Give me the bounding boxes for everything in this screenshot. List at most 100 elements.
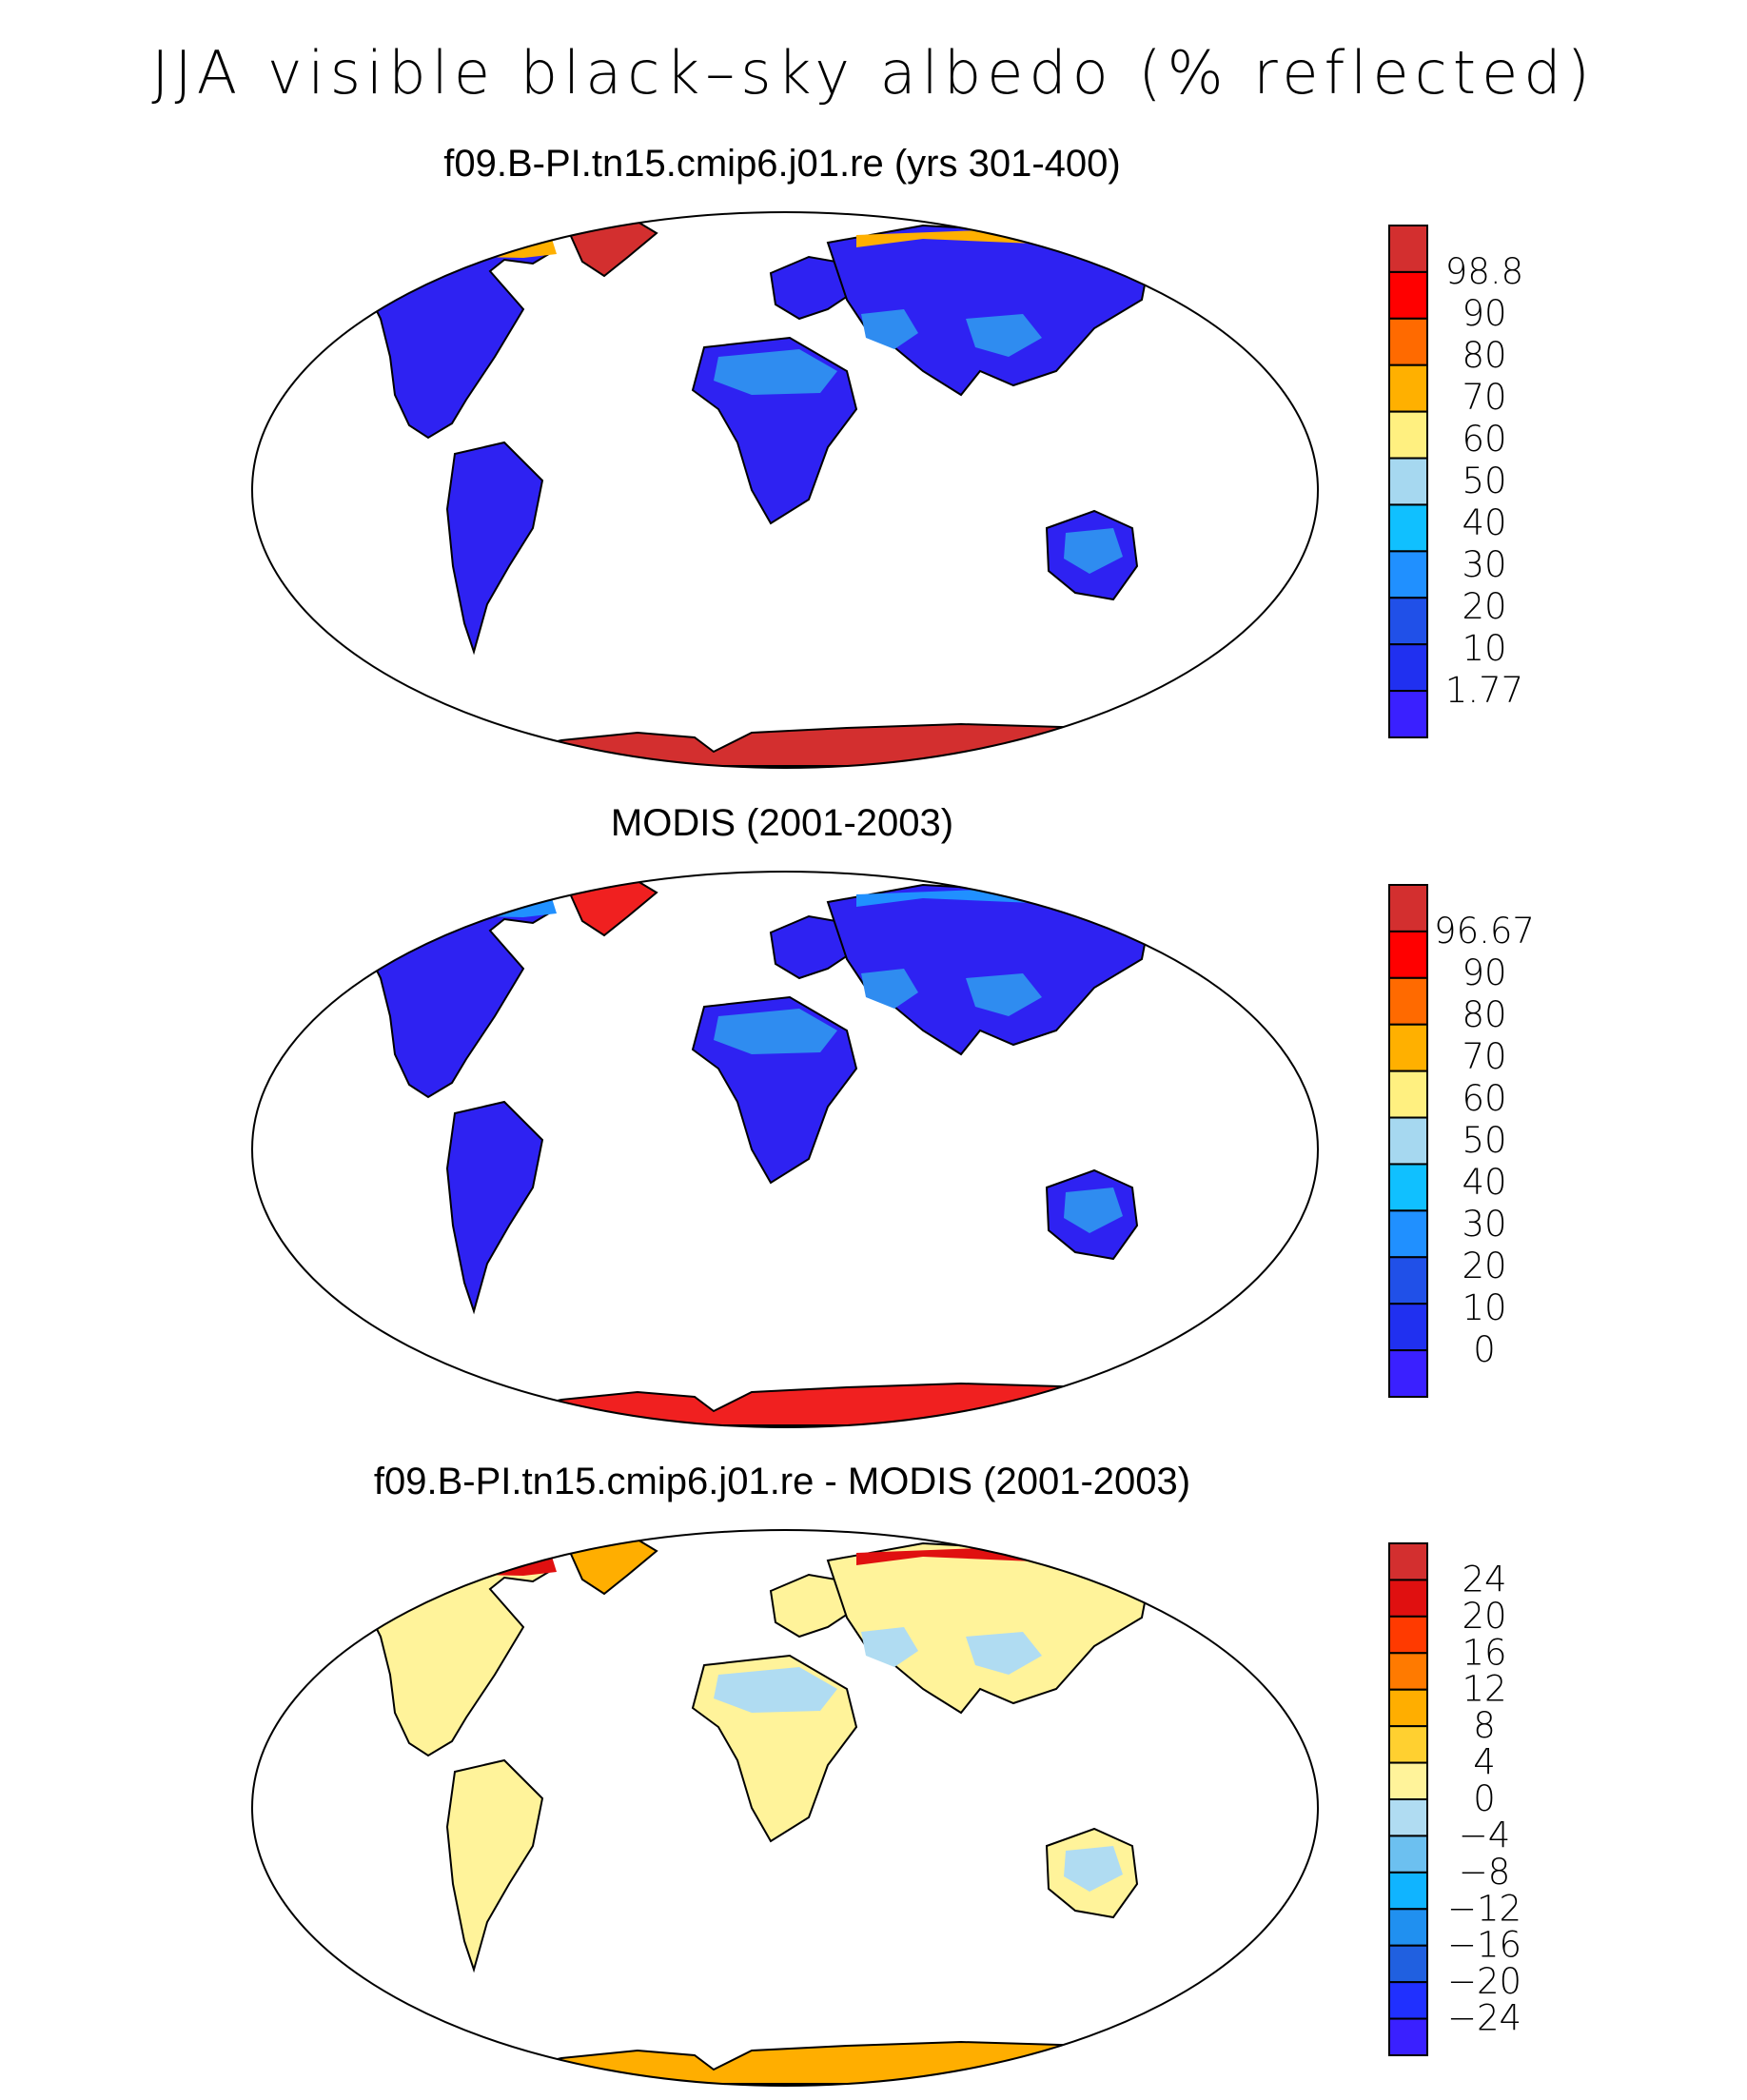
- colorbar-swatch: [1388, 1835, 1428, 1874]
- panel-title-diff: f09.B-PI.tn15.cmip6.j01.re - MODIS (2001…: [373, 1461, 1191, 1502]
- colorbar-tick-label: 20: [1462, 586, 1506, 627]
- map-diff: [251, 1529, 1319, 2087]
- colorbar-swatch: [1388, 1652, 1428, 1691]
- desert-region-1: [861, 1627, 918, 1667]
- colorbar-swatch: [1388, 1116, 1428, 1166]
- landmass-southAmerica: [445, 441, 544, 656]
- colorbar-swatch: [1388, 1163, 1428, 1212]
- landmass-europe: [769, 1573, 858, 1639]
- colorbar-tick-label: −20: [1447, 1961, 1521, 2002]
- colorbar-swatch: [1388, 270, 1428, 320]
- landmass-northAmerica: [360, 233, 555, 440]
- arctic-band-america: [457, 1557, 557, 1576]
- colorbar-swatch: [1388, 884, 1428, 932]
- landmass-europe: [769, 914, 858, 980]
- colorbar-swatch: [1388, 363, 1428, 413]
- colorbar-swatch: [1388, 1256, 1428, 1305]
- map-frame: [251, 1529, 1319, 2087]
- colorbar-swatch: [1388, 1209, 1428, 1259]
- landmass-northAmerica: [360, 1551, 555, 1757]
- colorbar-tick-label: 1.77: [1445, 670, 1523, 711]
- landmass-asia: [826, 224, 1153, 397]
- colorbar-swatch: [1388, 976, 1428, 1026]
- colorbar-tick-label: 40: [1462, 1162, 1506, 1203]
- colorbar-swatch: [1388, 1579, 1428, 1618]
- colorbar-swatch: [1388, 1542, 1428, 1581]
- colorbar-swatch: [1388, 550, 1428, 599]
- colorbar-swatch: [1388, 1871, 1428, 1911]
- colorbar-tick-label: 80: [1462, 335, 1506, 376]
- colorbar-tick-label: 70: [1462, 1036, 1506, 1077]
- landmass-northAmerica: [360, 893, 555, 1099]
- desert-region-0: [714, 1009, 837, 1054]
- colorbar-swatch: [1388, 1349, 1428, 1399]
- colorbar-tick-label: 80: [1462, 994, 1506, 1035]
- colorbar-tick-label: 90: [1462, 952, 1506, 993]
- colorbar-tick-label: 4: [1473, 1742, 1496, 1783]
- colorbar-tick-label: −24: [1447, 1998, 1521, 2039]
- colorbar-swatch: [1388, 1725, 1428, 1764]
- colorbar-tick-label: 70: [1462, 377, 1506, 418]
- landmass-greenland: [564, 220, 658, 278]
- map-model: [251, 211, 1319, 769]
- colorbar-tick-label: 50: [1462, 1120, 1506, 1161]
- colorbar-tick-label: 98.8: [1445, 251, 1523, 292]
- map-frame: [251, 871, 1319, 1428]
- colorbar-swatch: [1388, 1981, 1428, 2020]
- colorbar-swatch: [1388, 1023, 1428, 1072]
- landmass-greenland: [564, 879, 658, 937]
- colorbar-tick-label: 60: [1462, 1078, 1506, 1119]
- colorbar-swatch: [1388, 410, 1428, 460]
- colorbar-tick-label: 90: [1462, 293, 1506, 334]
- desert-region-3: [1064, 528, 1123, 574]
- desert-region-1: [861, 969, 918, 1009]
- desert-region-2: [966, 973, 1042, 1016]
- colorbar-swatch: [1388, 1798, 1428, 1837]
- landmass-asia: [826, 1541, 1153, 1715]
- colorbar-tick-label: 60: [1462, 419, 1506, 460]
- colorbar-tick-label: 20: [1462, 1596, 1506, 1637]
- colorbar-swatch: [1388, 1908, 1428, 1947]
- colorbar-tick-label: 8: [1473, 1705, 1496, 1746]
- colorbar-tick-label: 50: [1462, 461, 1506, 501]
- colorbar-tick-label: −4: [1459, 1815, 1511, 1855]
- colorbar-tick-label: 12: [1462, 1669, 1506, 1710]
- colorbar-tick-label: −8: [1459, 1852, 1511, 1893]
- colorbar-swatch: [1388, 503, 1428, 553]
- colorbar-tick-label: −12: [1447, 1888, 1521, 1929]
- colorbar-swatch: [1388, 1070, 1428, 1119]
- landmass-southAmerica: [445, 1758, 544, 1973]
- landmass-asia: [826, 883, 1153, 1056]
- desert-region-1: [861, 309, 918, 349]
- colorbar-swatch: [1388, 643, 1428, 693]
- landmass-southAmerica: [445, 1100, 544, 1315]
- colorbar-tick-label: 0: [1473, 1329, 1496, 1370]
- colorbar-swatch: [1388, 1944, 1428, 1984]
- colorbar-tick-label: 30: [1462, 544, 1506, 585]
- landmass-europe: [769, 255, 858, 321]
- colorbar-tick-label: 30: [1462, 1204, 1506, 1245]
- colorbar-swatch: [1388, 1761, 1428, 1800]
- desert-region-2: [966, 1632, 1042, 1675]
- colorbar-swatch: [1388, 1303, 1428, 1352]
- desert-region-3: [1064, 1846, 1123, 1892]
- colorbar-swatch: [1388, 457, 1428, 506]
- arctic-band-america: [457, 239, 557, 258]
- colorbar-tick-label: −16: [1447, 1925, 1521, 1966]
- figure-title: JJA visible black–sky albedo (% reflecte…: [151, 38, 1596, 108]
- desert-region-0: [714, 1667, 837, 1713]
- colorbar-swatch: [1388, 1688, 1428, 1728]
- colorbar-tick-label: 16: [1462, 1632, 1506, 1673]
- desert-region-0: [714, 349, 837, 395]
- colorbar-tick-label: 40: [1462, 502, 1506, 543]
- panel-title-obs: MODIS (2001-2003): [610, 802, 954, 844]
- colorbar-tick-label: 0: [1473, 1778, 1496, 1819]
- colorbar-swatch: [1388, 225, 1428, 273]
- colorbar-swatch: [1388, 690, 1428, 739]
- colorbar-swatch: [1388, 317, 1428, 366]
- colorbar-tick-label: 10: [1462, 628, 1506, 669]
- colorbar-tick-label: 24: [1462, 1559, 1506, 1600]
